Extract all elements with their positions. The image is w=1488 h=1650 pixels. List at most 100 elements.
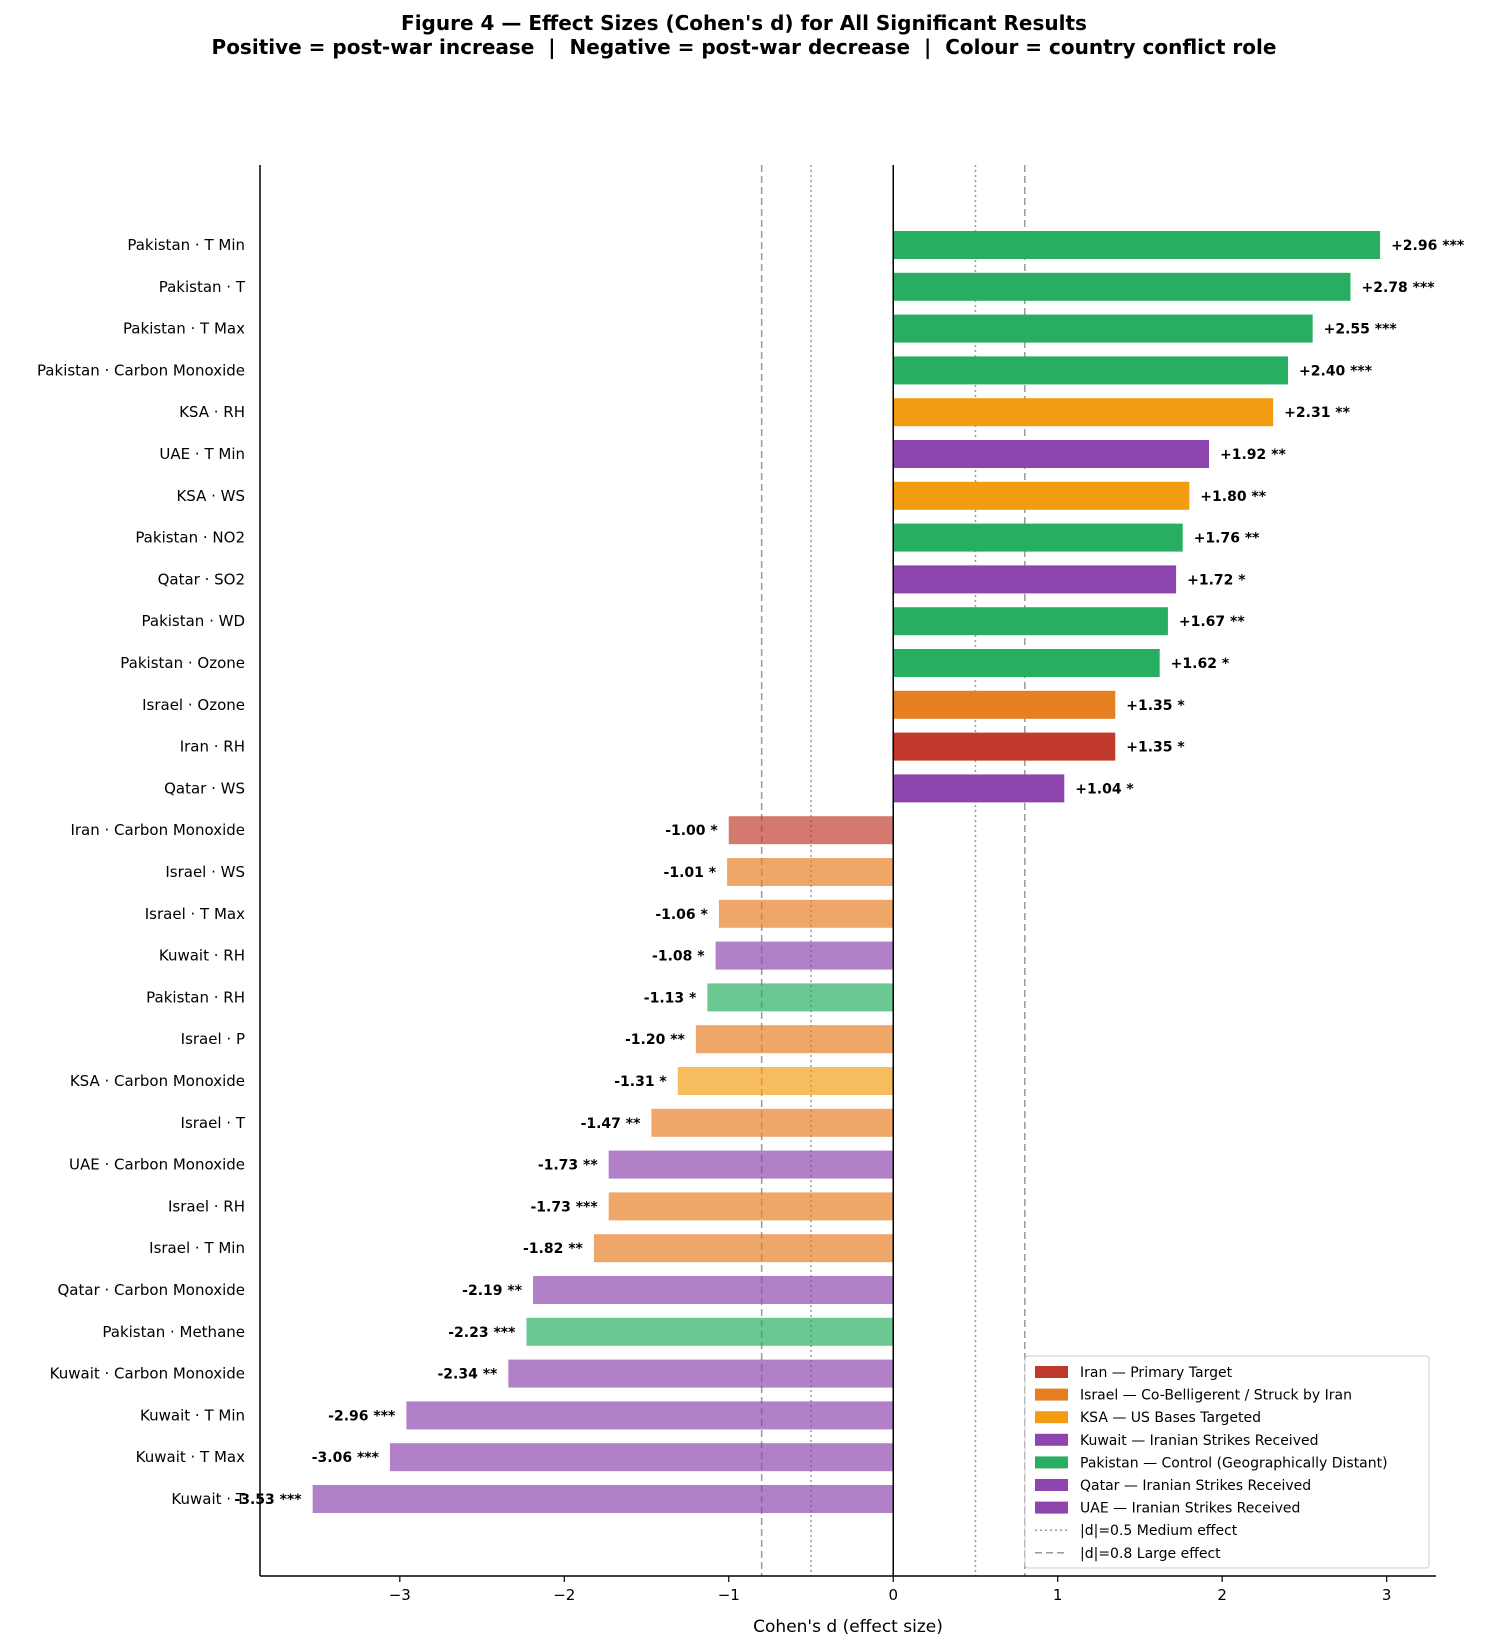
legend-label: Iran — Primary Target xyxy=(1080,1365,1233,1381)
category-label: Kuwait · RH xyxy=(159,947,245,965)
value-label: -1.00 * xyxy=(665,823,718,839)
category-label: UAE · T Min xyxy=(159,445,245,463)
legend-label: UAE — Iranian Strikes Received xyxy=(1080,1501,1300,1517)
legend-label: |d|=0.8 Large effect xyxy=(1080,1546,1221,1562)
value-label: +1.92 ** xyxy=(1220,447,1286,463)
legend-swatch xyxy=(1035,1411,1068,1424)
axes xyxy=(259,165,1436,1577)
category-label: Qatar · Carbon Monoxide xyxy=(58,1281,246,1299)
category-label: KSA · RH xyxy=(179,403,245,421)
value-label: -1.82 ** xyxy=(523,1241,584,1257)
value-label: -1.13 * xyxy=(644,990,697,1006)
value-label: -1.31 * xyxy=(614,1074,667,1090)
category-label: Israel · P xyxy=(181,1030,245,1048)
bar xyxy=(312,1485,894,1513)
bar xyxy=(593,1234,894,1263)
bar xyxy=(728,816,894,845)
category-label: UAE · Carbon Monoxide xyxy=(69,1156,245,1174)
value-label: -1.06 * xyxy=(655,907,708,923)
category-label: Kuwait · T Min xyxy=(140,1406,245,1424)
value-label: -2.96 *** xyxy=(328,1408,396,1424)
bar xyxy=(893,231,1381,259)
value-label: +1.80 ** xyxy=(1200,489,1266,505)
value-label: -2.19 ** xyxy=(462,1283,523,1299)
bar xyxy=(893,774,1065,803)
bar xyxy=(406,1401,894,1430)
bar xyxy=(508,1359,894,1388)
category-label: Pakistan · NO2 xyxy=(135,529,245,547)
x-tick-label: −2 xyxy=(553,1586,575,1604)
category-label: Pakistan · T Min xyxy=(127,236,245,254)
value-label: -1.73 ** xyxy=(538,1158,599,1174)
value-label: +1.72 * xyxy=(1187,572,1246,588)
category-label: Pakistan · WD xyxy=(142,612,246,630)
value-label: +1.62 * xyxy=(1171,656,1230,672)
bar xyxy=(893,272,1351,301)
legend-swatch xyxy=(1035,1388,1068,1401)
category-label: Pakistan · T xyxy=(159,278,246,296)
x-tick-label: −3 xyxy=(389,1586,411,1604)
category-label: Pakistan · Ozone xyxy=(120,654,245,672)
x-axis-title: Cohen's d (effect size) xyxy=(753,1617,943,1637)
bar xyxy=(893,732,1116,761)
value-label: -1.47 ** xyxy=(581,1116,642,1132)
category-label: KSA · WS xyxy=(176,487,245,505)
bar xyxy=(695,1025,894,1054)
x-tick-label: 1 xyxy=(1053,1586,1063,1604)
category-label: Israel · WS xyxy=(165,863,245,881)
legend-label: Qatar — Iranian Strikes Received xyxy=(1080,1478,1311,1494)
value-label: -3.06 *** xyxy=(312,1450,380,1466)
category-label: Kuwait · T xyxy=(171,1490,245,1508)
legend-label: Pakistan — Control (Geographically Dista… xyxy=(1080,1455,1388,1471)
value-label: +2.55 *** xyxy=(1324,322,1398,338)
x-tick-label: 3 xyxy=(1382,1586,1392,1604)
category-label: Kuwait · Carbon Monoxide xyxy=(50,1365,245,1383)
category-label: KSA · Carbon Monoxide xyxy=(70,1072,245,1090)
value-label: -1.73 *** xyxy=(530,1199,598,1215)
value-labels: +2.96 *** +2.78 *** +2.55 *** +2.40 *** +2.3… xyxy=(234,238,1464,1508)
bar xyxy=(893,690,1116,719)
legend-swatch xyxy=(1035,1501,1068,1514)
category-label: Israel · Ozone xyxy=(142,696,245,714)
category-label: Israel · RH xyxy=(168,1197,245,1215)
bar xyxy=(893,481,1190,510)
value-label: -2.23 *** xyxy=(448,1325,516,1341)
bar xyxy=(893,314,1313,343)
bar xyxy=(893,607,1168,636)
category-label: Pakistan · Methane xyxy=(102,1323,245,1341)
category-label: Qatar · WS xyxy=(164,779,245,797)
value-label: -2.34 ** xyxy=(437,1367,498,1383)
bar xyxy=(608,1192,894,1221)
bar xyxy=(608,1150,894,1179)
category-label: Israel · T xyxy=(181,1114,246,1132)
value-label: -1.01 * xyxy=(664,865,717,881)
value-label: +1.76 ** xyxy=(1194,531,1260,547)
bar xyxy=(715,941,894,970)
value-label: +1.35 * xyxy=(1126,740,1185,756)
category-label: Kuwait · T Max xyxy=(136,1448,245,1466)
bar xyxy=(893,398,1274,427)
legend-swatch xyxy=(1035,1479,1068,1491)
x-tick-label: 0 xyxy=(888,1586,898,1604)
bar xyxy=(677,1067,894,1095)
value-label: +2.78 *** xyxy=(1361,280,1435,296)
chart-title: Figure 4 — Effect Sizes (Cohen's d) for … xyxy=(401,11,1087,35)
x-tick-label: 2 xyxy=(1217,1586,1227,1604)
legend-label: |d|=0.5 Medium effect xyxy=(1080,1523,1238,1539)
legend-swatch xyxy=(1035,1366,1068,1378)
bar xyxy=(727,858,894,886)
legend-label: KSA — US Bases Targeted xyxy=(1080,1410,1261,1426)
bar xyxy=(389,1443,894,1472)
value-label: +1.04 * xyxy=(1075,781,1134,797)
x-tick-label: −1 xyxy=(718,1586,740,1604)
category-label: Iran · RH xyxy=(180,738,245,756)
bar xyxy=(707,983,894,1012)
category-label: Iran · Carbon Monoxide xyxy=(70,821,245,839)
bars xyxy=(312,231,1381,1513)
value-label: +2.96 *** xyxy=(1391,238,1465,254)
legend-swatch xyxy=(1035,1433,1068,1446)
bar xyxy=(893,565,1177,594)
bar xyxy=(893,440,1210,468)
bar xyxy=(718,899,894,928)
